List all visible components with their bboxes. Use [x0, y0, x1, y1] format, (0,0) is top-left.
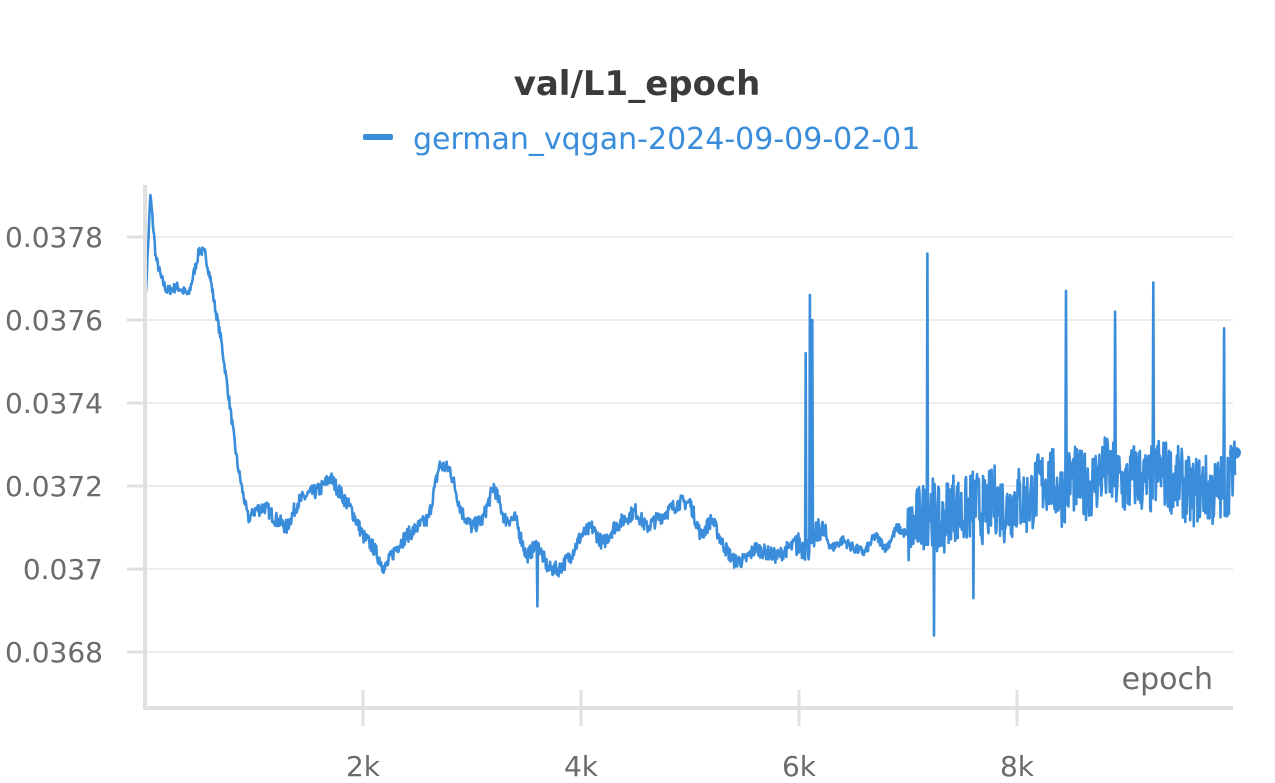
- x-tick-label: 6k: [782, 750, 817, 783]
- series-end-marker[interactable]: [1229, 446, 1241, 459]
- y-tick-label: 0.037: [23, 553, 103, 586]
- y-tick-label: 0.0378: [5, 221, 103, 254]
- y-tick-label: 0.0372: [5, 470, 103, 503]
- x-tick-label: 8k: [1000, 750, 1035, 783]
- chart-title: val/L1_epoch: [514, 64, 761, 104]
- series-line-german-vqgan[interactable]: [143, 193, 1237, 637]
- x-tick-label: 2k: [346, 750, 381, 783]
- legend-swatch: [363, 134, 393, 140]
- y-tick-label: 0.0376: [5, 304, 103, 337]
- x-axis-title: epoch: [1122, 662, 1213, 697]
- x-axis-ticks: 2k 4k 6k 8k: [346, 690, 1035, 783]
- gridlines: [127, 235, 1233, 654]
- y-tick-label: 0.0374: [5, 387, 103, 420]
- legend[interactable]: german_vqgan-2024-09-09-02-01: [363, 122, 920, 157]
- y-tick-label: 0.0368: [5, 636, 103, 669]
- legend-entry[interactable]: german_vqgan-2024-09-09-02-01: [413, 122, 920, 157]
- x-tick-label: 4k: [564, 750, 599, 783]
- y-axis-tick-labels: 0.0368 0.037 0.0372 0.0374 0.0376 0.0378: [5, 221, 103, 669]
